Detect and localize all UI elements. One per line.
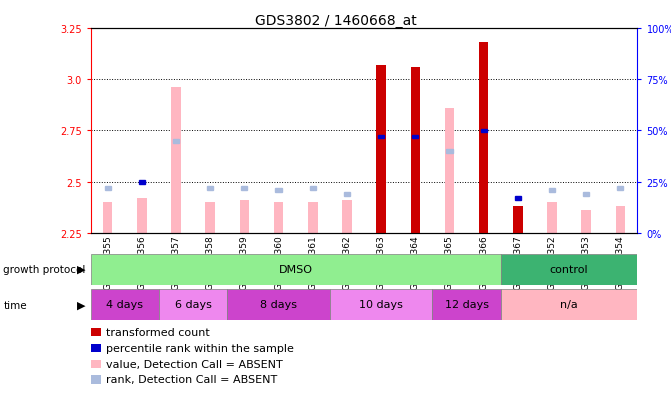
Bar <box>344 192 350 196</box>
Bar <box>446 150 452 153</box>
Bar <box>581 211 591 233</box>
Bar <box>480 129 486 133</box>
Text: control: control <box>550 264 588 275</box>
Text: ▶: ▶ <box>77 300 86 310</box>
Bar <box>583 192 589 196</box>
Bar <box>412 135 418 139</box>
Text: rank, Detection Call = ABSENT: rank, Detection Call = ABSENT <box>106 375 277 385</box>
Bar <box>227 289 330 320</box>
Text: value, Detection Call = ABSENT: value, Detection Call = ABSENT <box>106 359 282 369</box>
Bar <box>276 189 282 192</box>
Text: 8 days: 8 days <box>260 299 297 310</box>
Bar <box>171 88 180 233</box>
Bar <box>159 289 227 320</box>
Bar <box>549 189 555 192</box>
Text: n/a: n/a <box>560 299 578 310</box>
Bar <box>139 180 145 184</box>
Text: transformed count: transformed count <box>106 328 210 337</box>
Bar <box>479 43 488 233</box>
Bar <box>242 187 248 190</box>
Bar <box>91 254 501 285</box>
Bar <box>615 207 625 233</box>
Text: 12 days: 12 days <box>445 299 488 310</box>
Bar <box>207 187 213 190</box>
Text: 4 days: 4 days <box>106 299 144 310</box>
Text: 6 days: 6 days <box>174 299 211 310</box>
Bar <box>513 207 523 233</box>
Bar <box>376 66 386 233</box>
Text: GDS3802 / 1460668_at: GDS3802 / 1460668_at <box>254 14 417 28</box>
Text: ▶: ▶ <box>77 264 86 274</box>
Bar <box>548 203 557 233</box>
Bar <box>310 187 316 190</box>
Text: time: time <box>3 300 27 310</box>
Bar <box>240 201 249 233</box>
Bar <box>173 140 179 143</box>
Bar <box>342 201 352 233</box>
Bar <box>330 289 432 320</box>
Text: growth protocol: growth protocol <box>3 264 86 274</box>
Bar <box>432 289 501 320</box>
Text: 10 days: 10 days <box>359 299 403 310</box>
Bar <box>308 203 317 233</box>
Bar <box>501 254 637 285</box>
Bar <box>501 289 637 320</box>
Bar <box>205 203 215 233</box>
Bar <box>137 199 147 233</box>
Bar <box>617 187 623 190</box>
Bar <box>91 289 159 320</box>
Bar <box>105 187 111 190</box>
Bar <box>274 203 283 233</box>
Bar <box>515 197 521 200</box>
Bar <box>445 109 454 233</box>
Bar <box>378 135 384 139</box>
Bar <box>103 203 113 233</box>
Text: DMSO: DMSO <box>278 264 313 275</box>
Text: percentile rank within the sample: percentile rank within the sample <box>106 343 294 353</box>
Bar <box>411 68 420 233</box>
